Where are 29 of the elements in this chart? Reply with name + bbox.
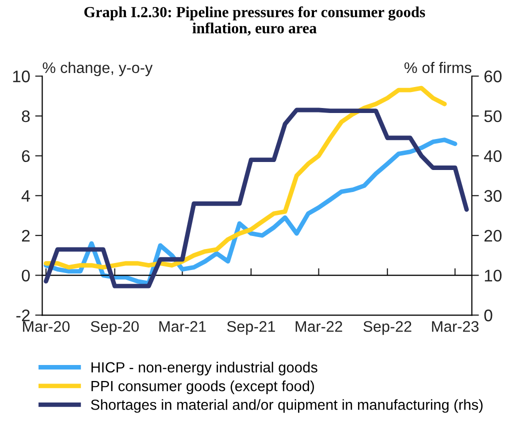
x-tick-label: Sep-22 [363,321,412,335]
line-series [44,86,447,270]
y2-tick-label: 60 [484,70,502,82]
line-series [44,108,469,288]
y2-tick-label: 10 [484,270,502,282]
x-tick-label: Mar-20 [23,321,70,332]
y-tick-label: 10 [13,70,30,82]
legend-label: HICP - non-energy industrial goods [92,362,318,376]
y-tick-label: 0 [22,270,30,282]
y-tick-label: 8 [22,110,30,122]
x-tick-label: Mar-21 [159,321,206,332]
y2-axis-title: % of firms [404,62,472,74]
y-axis-title: % change, y-o-y [42,62,153,76]
x-tick-label: Mar-23 [432,321,479,332]
y2-tick-label: 50 [484,110,502,122]
x-tick-label: Sep-21 [227,321,275,335]
y2-tick-label: 20 [484,230,502,242]
y2-tick-label: 0 [484,310,492,322]
y-tick-label: -2 [16,310,30,322]
legend-label: Shortages in material and/or quipment in manufacturing (rhs) [90,399,483,413]
y-tick-label: 2 [22,230,30,242]
x-tick-label: Sep-20 [90,321,139,335]
x-tick-label: Mar-22 [296,321,342,332]
y-tick-label: 4 [22,190,30,202]
y-tick-label: 6 [22,150,30,162]
y2-tick-label: 40 [484,150,502,162]
legend-label: PPI consumer goods (except food) [92,380,314,394]
y2-tick-label: 30 [484,190,502,202]
chart-title: Graph I.2.30: Pipeline pressures for consumer goods inflation, euro area [84,6,426,36]
